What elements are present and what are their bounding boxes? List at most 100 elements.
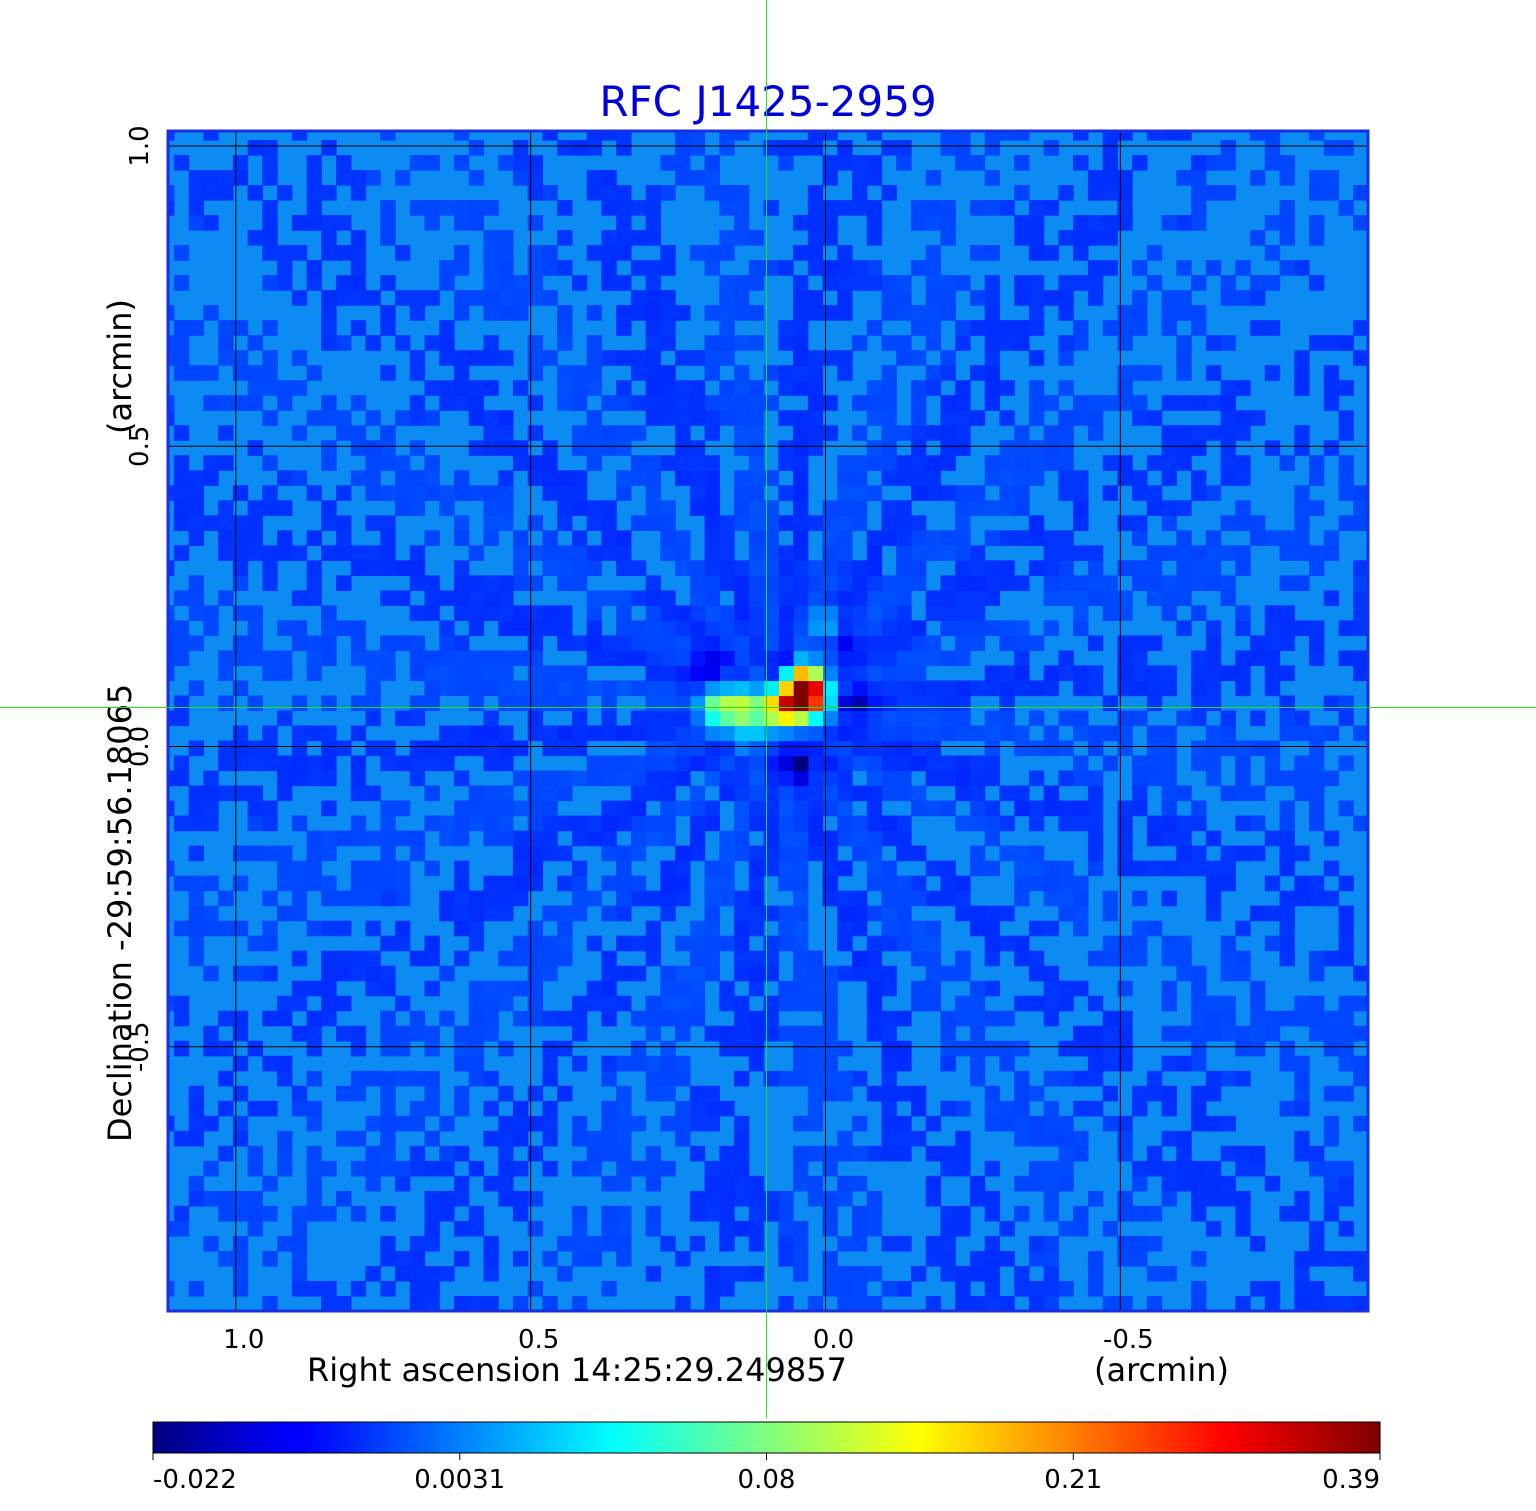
heatmap-pixel — [793, 800, 809, 817]
heatmap-pixel — [1353, 665, 1368, 682]
heatmap-pixel — [454, 200, 470, 216]
heatmap-pixel — [424, 650, 440, 667]
heatmap-pixel — [1058, 470, 1074, 486]
heatmap-pixel — [1087, 1280, 1104, 1297]
heatmap-pixel — [454, 860, 470, 877]
heatmap-pixel — [498, 515, 514, 531]
heatmap-pixel — [1338, 875, 1354, 892]
heatmap-pixel — [1043, 1235, 1060, 1252]
heatmap-pixel — [203, 395, 219, 411]
heatmap-pixel — [586, 515, 603, 531]
heatmap-pixel — [689, 920, 706, 937]
heatmap-pixel — [689, 740, 706, 757]
heatmap-pixel — [969, 575, 986, 591]
heatmap-pixel — [571, 875, 588, 892]
heatmap-pixel — [675, 680, 691, 697]
heatmap-pixel — [409, 950, 426, 967]
heatmap-pixel — [454, 1100, 470, 1117]
heatmap-pixel — [277, 530, 293, 546]
heatmap-pixel — [1323, 1010, 1340, 1027]
heatmap-pixel — [689, 1100, 706, 1117]
heatmap-pixel — [1014, 275, 1030, 291]
heatmap-pixel — [1117, 845, 1133, 862]
heatmap-pixel — [1338, 1190, 1354, 1207]
heatmap-pixel — [542, 185, 558, 201]
heatmap-pixel — [1205, 1160, 1222, 1177]
heatmap-pixel — [763, 725, 779, 742]
heatmap-pixel — [306, 770, 322, 787]
heatmap-pixel — [168, 335, 175, 351]
heatmap-pixel — [1309, 965, 1325, 982]
heatmap-pixel — [571, 830, 588, 847]
heatmap-pixel — [557, 1040, 573, 1057]
heatmap-pixel — [616, 1205, 632, 1222]
heatmap-pixel — [542, 245, 558, 261]
heatmap-pixel — [719, 530, 735, 546]
heatmap-pixel — [1220, 845, 1236, 862]
heatmap-pixel — [1294, 725, 1310, 742]
heatmap-pixel — [232, 1115, 249, 1132]
heatmap-pixel — [512, 605, 529, 622]
heatmap-pixel — [719, 395, 735, 411]
heatmap-pixel — [247, 740, 263, 757]
heatmap-pixel — [1132, 1250, 1148, 1267]
heatmap-pixel — [1014, 185, 1030, 201]
heatmap-pixel — [1146, 920, 1163, 937]
heatmap-pixel — [321, 1010, 337, 1027]
heatmap-pixel — [719, 305, 735, 321]
heatmap-pixel — [1087, 1250, 1104, 1267]
heatmap-pixel — [1058, 1145, 1074, 1162]
heatmap-pixel — [512, 290, 529, 306]
heatmap-pixel — [645, 950, 661, 967]
heatmap-pixel — [1353, 620, 1368, 637]
heatmap-pixel — [837, 515, 853, 531]
heatmap-pixel — [1132, 860, 1148, 877]
heatmap-pixel — [173, 485, 190, 501]
heatmap-pixel — [1205, 860, 1222, 877]
heatmap-pixel — [601, 1130, 617, 1147]
heatmap-pixel — [1087, 800, 1104, 817]
heatmap-pixel — [778, 155, 794, 171]
heatmap-pixel — [203, 605, 219, 622]
heatmap-pixel — [527, 965, 544, 982]
heatmap-pixel — [1087, 830, 1104, 847]
heatmap-pixel — [218, 335, 234, 351]
heatmap-pixel — [940, 1220, 956, 1237]
heatmap-pixel — [630, 845, 647, 862]
heatmap-pixel — [689, 1115, 706, 1132]
heatmap-pixel — [1028, 860, 1045, 877]
heatmap-pixel — [940, 290, 956, 306]
heatmap-pixel — [1146, 1145, 1163, 1162]
heatmap-pixel — [350, 635, 367, 652]
heatmap-pixel — [498, 350, 514, 366]
heatmap-pixel — [645, 710, 661, 727]
heatmap-pixel — [881, 425, 897, 441]
heatmap-pixel — [1161, 515, 1177, 531]
heatmap-pixel — [822, 1205, 838, 1222]
heatmap-pixel — [380, 665, 396, 682]
heatmap-pixel — [1338, 1025, 1354, 1042]
heatmap-pixel — [262, 1250, 278, 1267]
heatmap-pixel — [1043, 245, 1060, 261]
heatmap-pixel — [218, 455, 234, 471]
heatmap-pixel — [542, 455, 558, 471]
heatmap-pixel — [675, 560, 691, 576]
heatmap-pixel — [925, 590, 942, 606]
heatmap-pixel — [911, 635, 927, 652]
heatmap-pixel — [1043, 560, 1060, 576]
heatmap-pixel — [291, 350, 308, 366]
heatmap-pixel — [645, 485, 661, 501]
heatmap-pixel — [232, 485, 249, 501]
heatmap-pixel — [1132, 530, 1148, 546]
heatmap-pixel — [734, 185, 750, 201]
heatmap-pixel — [616, 131, 632, 141]
heatmap-pixel — [969, 1025, 986, 1042]
heatmap-pixel — [675, 170, 691, 186]
heatmap-pixel — [1058, 800, 1074, 817]
heatmap-pixel — [1028, 440, 1045, 456]
heatmap-pixel — [896, 740, 912, 757]
heatmap-pixel — [1014, 320, 1030, 336]
heatmap-pixel — [336, 995, 352, 1012]
heatmap-pixel — [1250, 815, 1266, 832]
heatmap-pixel — [719, 1280, 735, 1297]
